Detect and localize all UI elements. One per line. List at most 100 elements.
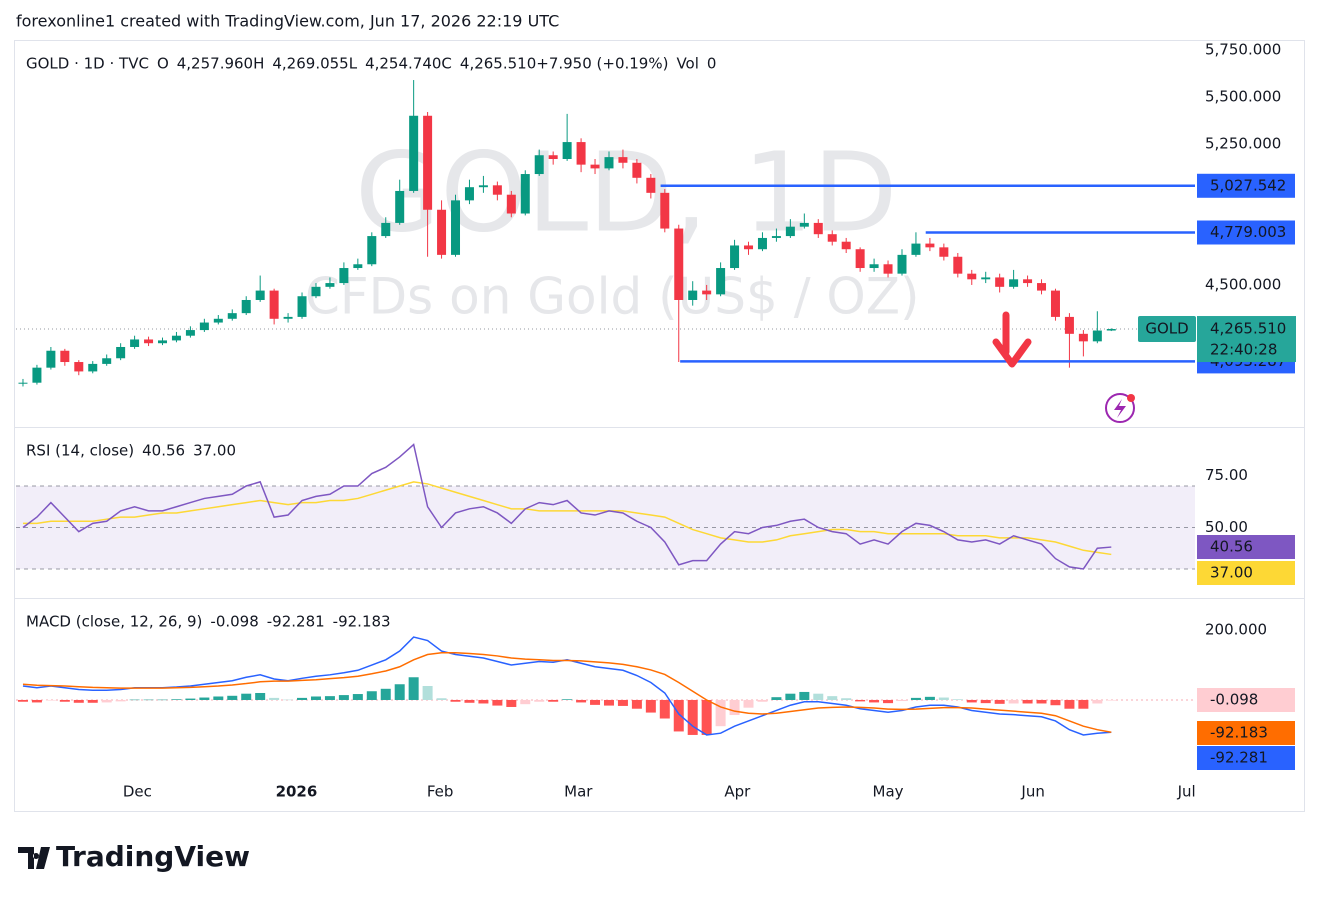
legend-text: -92.281 [267,613,325,631]
candle-body [213,318,223,323]
legend-text: O [157,55,169,73]
candle-body [604,157,614,169]
y-tick-label: 5,750.000 [1205,40,1281,58]
candle-body [409,115,419,191]
candle-body [939,247,949,257]
x-tick-label: May [873,783,904,801]
histogram-bar [994,699,1005,704]
candle-body [981,277,991,280]
histogram-bar [534,699,545,702]
histogram-bar [520,699,531,705]
legend-text: 4,269.055 [272,55,348,73]
rsi-ma-badge: 37.00 [1197,561,1295,585]
rsi-badge: 40.56 [1197,535,1295,559]
x-tick-label: Feb [427,783,454,801]
macd-badge-text: -92.281 [1210,749,1268,767]
candle-body [241,299,251,314]
histogram-bar [492,699,503,706]
legend-text: H [253,55,264,73]
y-tick-label: 4,500.000 [1205,275,1281,293]
y-tick-label: 5,250.000 [1205,134,1281,152]
level-badge: 4,779.003 [1197,220,1295,245]
legend-text: -92.183 [333,613,391,631]
legend-text: 4,265.510 [460,55,536,73]
signal-badge: -92.183 [1197,721,1295,745]
candle-body [1064,316,1074,334]
legend-text: +7.950 (+0.19%) [536,55,668,73]
candle-body [297,296,307,317]
histogram-bar [883,699,894,704]
candle-body [171,335,181,341]
histogram-bar [1092,699,1103,704]
histogram-bar [827,696,838,700]
candle-body [562,142,572,159]
histogram-bar [659,699,670,719]
candle-body [32,367,42,383]
candle-body [771,236,781,238]
candle-body [827,234,837,242]
candle-body [423,115,433,210]
candle-body [730,245,740,269]
candle-body [60,350,70,363]
candle-body [1050,290,1060,317]
histogram-bar [576,699,587,703]
legend-text: 37.00 [193,442,236,460]
histogram-bar [1106,699,1117,701]
candle-body [953,256,963,274]
candle-body [437,209,447,255]
candle-body [46,350,56,368]
candle-body [158,340,168,344]
rsi-ma-badge-bg [1197,561,1295,585]
histogram-bar [269,697,280,700]
rsi-ma-badge-text: 37.00 [1210,564,1253,582]
candle-body [185,330,195,336]
candle-body [869,264,879,269]
histogram-bar [352,694,363,700]
candle-body [995,277,1005,287]
histogram-bar [241,693,252,700]
rsi-badge-bg [1197,535,1295,559]
candle-body [1009,279,1019,287]
candle-body [367,236,377,265]
histogram-bar [478,699,489,704]
macd-line [22,636,1112,736]
candle-body [311,286,321,297]
candle-body [1106,329,1116,331]
candle-body [227,313,237,319]
histogram-bar [101,699,112,703]
frame [14,40,1305,812]
candle-body [646,177,656,193]
candle-body [478,185,488,188]
candle-body [255,290,265,300]
candle-body [576,142,586,165]
candle-body [716,268,726,295]
plot-layer: 5,750.000 5,500.000 5,250.000 4,500.000 Dec 2… [16,40,1296,801]
macd-badge-bg [1197,746,1295,770]
macd-badge: -92.281 [1197,746,1295,770]
histogram-bar [338,695,349,700]
histogram-bar [17,699,28,702]
candle-body [353,264,363,269]
candle-body [855,249,865,269]
legend-text: -0.098 [210,613,258,631]
candle-body [590,164,600,169]
histogram-bar [213,696,224,700]
histogram-bar [673,699,684,732]
level-badge: 5,027.542 [1197,173,1295,198]
histogram-bar [952,699,963,700]
histogram-bar [771,697,782,700]
legend-text: 0 [707,55,717,73]
histogram-bar [869,699,880,703]
histogram-bar [1064,699,1075,709]
histogram-bar [1050,699,1061,706]
histogram-bar [506,699,517,707]
histogram-bar [1008,699,1019,704]
histogram-bar [31,699,42,703]
candle-body [688,290,698,300]
candle-body [130,339,140,347]
hist-badge-bg [1197,688,1295,712]
histogram-bar [966,699,977,703]
level-badge-text: 4,779.003 [1210,223,1286,241]
histogram-bar [785,693,796,700]
candle-body [102,358,112,364]
